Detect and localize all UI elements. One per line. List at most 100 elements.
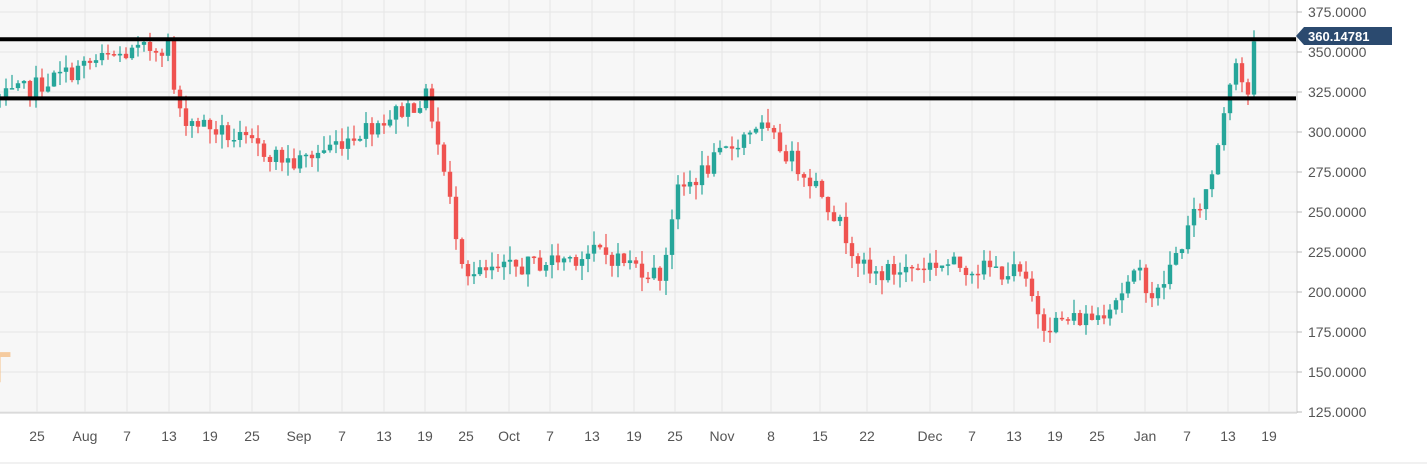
candle-down — [411, 103, 417, 113]
candle-up — [1203, 189, 1209, 210]
candle-up — [1155, 287, 1161, 299]
candle-up — [579, 259, 585, 266]
candle-up — [273, 149, 279, 162]
candle-down — [831, 212, 837, 222]
x-tick-label: Aug — [73, 428, 98, 444]
candle-down — [435, 121, 441, 145]
candle-down — [795, 150, 801, 175]
candle-down — [1143, 267, 1149, 294]
candle-up — [1251, 41, 1257, 95]
candle-down — [465, 263, 471, 277]
candle-down — [267, 156, 273, 162]
candle-up — [1161, 284, 1167, 288]
candle-down — [483, 267, 489, 271]
candle-up — [885, 264, 891, 281]
candle-down — [513, 259, 519, 267]
candle-up — [873, 271, 879, 274]
x-tick-label: Nov — [710, 428, 735, 444]
candle-up — [507, 259, 513, 262]
candle-down — [771, 127, 777, 133]
candle-up — [549, 255, 555, 266]
candle-up — [735, 147, 741, 150]
candle-down — [963, 267, 969, 276]
candle-up — [939, 265, 945, 268]
candle-up — [1131, 270, 1137, 282]
candle-down — [1023, 271, 1029, 279]
candle-down — [1017, 264, 1023, 272]
candle-down — [495, 266, 501, 269]
candle-down — [369, 123, 375, 135]
candle-up — [669, 219, 675, 255]
candle-up — [375, 123, 381, 135]
candle-up — [45, 86, 51, 92]
candle-down — [921, 268, 927, 271]
candle-down — [1089, 313, 1095, 320]
candle-up — [237, 132, 243, 141]
x-tick-label: 25 — [244, 428, 260, 444]
candle-down — [705, 165, 711, 174]
candle-down — [855, 256, 861, 264]
x-tick-label: 19 — [626, 428, 642, 444]
candle-up — [723, 146, 729, 148]
candle-up — [15, 83, 21, 89]
candle-up — [285, 158, 291, 163]
candle-down — [957, 256, 963, 268]
candle-down — [1077, 313, 1083, 326]
candle-down — [1101, 315, 1107, 319]
candle-up — [567, 257, 573, 259]
y-tick-label: 125.0000 — [1308, 404, 1367, 420]
candle-up — [363, 123, 369, 139]
candle-up — [1125, 281, 1131, 294]
candle-up — [201, 119, 207, 127]
x-tick-label: 25 — [29, 428, 45, 444]
candle-down — [909, 266, 915, 269]
candle-down — [573, 257, 579, 266]
x-tick-label: Jan — [1134, 428, 1157, 444]
candle-down — [807, 177, 813, 187]
candle-up — [687, 181, 693, 187]
candle-up — [663, 254, 669, 281]
candle-up — [393, 106, 399, 120]
candle-up — [1185, 225, 1191, 250]
candle-up — [675, 184, 681, 220]
candle-down — [123, 53, 129, 59]
candle-down — [447, 171, 453, 197]
candle-up — [1113, 300, 1119, 310]
candle-down — [729, 146, 735, 149]
candle-down — [693, 181, 699, 186]
candle-down — [849, 243, 855, 257]
candle-down — [825, 196, 831, 213]
x-tick-label: 25 — [667, 428, 683, 444]
candle-down — [441, 144, 447, 172]
x-tick-label: 19 — [417, 428, 433, 444]
x-tick-label: 13 — [1220, 428, 1236, 444]
x-tick-label: 13 — [1006, 428, 1022, 444]
candle-down — [621, 253, 627, 264]
candle-down — [915, 268, 921, 270]
candle-up — [93, 60, 99, 63]
price-tag-shape — [1296, 27, 1392, 45]
candle-down — [1065, 319, 1071, 321]
candle-down — [351, 138, 357, 141]
candle-up — [231, 140, 237, 142]
candle-down — [309, 154, 315, 159]
x-tick-label: 13 — [161, 428, 177, 444]
x-tick-label: 19 — [1261, 428, 1277, 444]
candle-down — [1029, 278, 1035, 297]
candle-up — [33, 77, 39, 98]
x-tick-label: Sep — [287, 428, 312, 444]
x-tick-label: Oct — [498, 428, 520, 444]
x-tick-label: 22 — [859, 428, 875, 444]
candle-up — [711, 152, 717, 174]
candle-up — [297, 155, 303, 169]
candle-down — [1059, 317, 1065, 320]
candle-up — [1191, 208, 1197, 226]
candle-down — [291, 158, 297, 169]
candle-up — [591, 244, 597, 254]
candle-up — [585, 253, 591, 260]
candle-down — [639, 263, 645, 278]
watermark-text: T — [0, 343, 11, 392]
y-tick-label: 175.0000 — [1308, 324, 1367, 340]
candle-down — [279, 149, 285, 163]
candle-down — [159, 52, 165, 56]
